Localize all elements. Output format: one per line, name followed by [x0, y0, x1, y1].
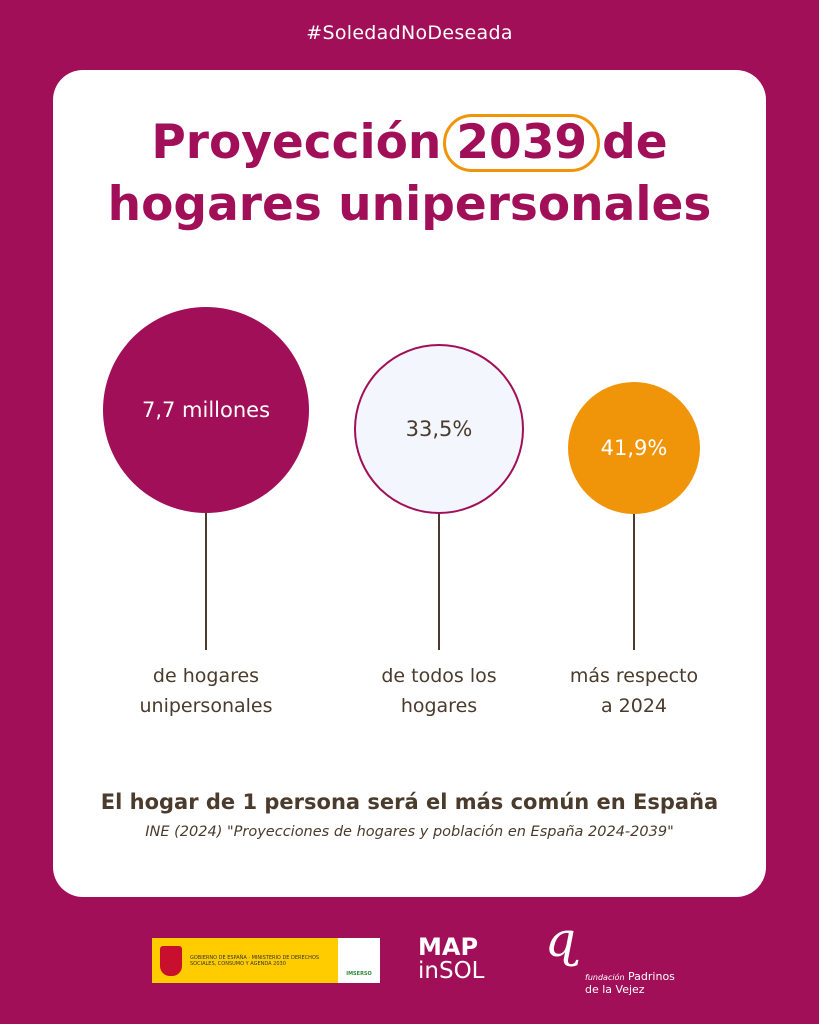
stat-circle-increase: 41,9%	[568, 382, 700, 514]
stat-value: 7,7 millones	[141, 398, 271, 422]
government-logo: GOBIERNO DE ESPAÑA · MINISTERIO DE DEREC…	[152, 938, 380, 983]
stat-label: más respecto a 2024	[569, 665, 699, 717]
mapinsol-logo: MAP inSOL	[418, 933, 485, 984]
fundacion-signature-icon: ɋ	[545, 912, 576, 968]
connector-line	[205, 513, 207, 650]
hashtag: #SoledadNoDeseada	[306, 22, 513, 44]
title-text: de	[602, 115, 668, 170]
summary-text: El hogar de 1 persona será el más común …	[100, 790, 719, 814]
title-text: Proyección	[151, 115, 442, 170]
citation: INE (2024) "Proyecciones de hogares y po…	[145, 824, 674, 840]
stat-label: de todos los hogares	[381, 665, 497, 717]
page-title: Proyección 2039 de hogares unipersonales	[53, 112, 766, 236]
stat-value: 33,5%	[405, 417, 473, 441]
stat-circle-households: 7,7 millones	[103, 307, 309, 513]
imserso-logo: IMSERSO	[338, 938, 380, 983]
connector-line	[438, 514, 440, 650]
connector-line	[633, 514, 635, 650]
stat-value: 41,9%	[600, 436, 668, 460]
fundacion-logo: ɋ fundación Padrinos de la Vejez	[545, 912, 675, 996]
gov-text: GOBIERNO DE ESPAÑA · MINISTERIO DE DEREC…	[190, 954, 320, 967]
stat-circle-share: 33,5%	[354, 344, 524, 514]
stat-label: de hogares unipersonales	[139, 665, 273, 717]
coat-of-arms-icon	[160, 945, 182, 976]
title-year-highlight: 2039	[443, 114, 601, 172]
infographic-card: Proyección 2039 de hogares unipersonales 7…	[53, 70, 766, 897]
title-line2: hogares unipersonales	[107, 177, 712, 232]
